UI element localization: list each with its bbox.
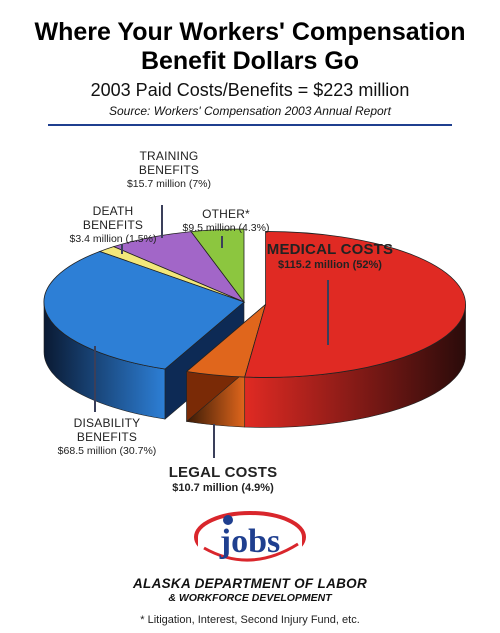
chart-source: Source: Workers' Compensation 2003 Annua… (109, 104, 391, 118)
label-disability-benefits: DISABILITY BENEFITS $68.5 million (30.7%… (32, 416, 182, 458)
jobs-logo: jobs (194, 511, 306, 565)
chart-title-line1: Where Your Workers' Compensation (34, 18, 466, 46)
pie-slice-top (190, 228, 245, 304)
org-name-line2: & WORKFORCE DEVELOPMENT (168, 592, 332, 604)
label-other: OTHER* $9.5 million (4.3%) (176, 207, 276, 235)
divider-rule (48, 124, 452, 126)
slice-name: BENEFITS (82, 218, 144, 232)
label-death-benefits: DEATH BENEFITS $3.4 million (1.5%) (58, 204, 168, 246)
slice-name: TRAINING (139, 149, 199, 163)
footnote: * Litigation, Interest, Second Injury Fu… (140, 614, 360, 626)
slice-name: BENEFITS (76, 430, 138, 444)
slice-value: $115.2 million (52%) (278, 259, 382, 271)
slice-value: $68.5 million (30.7%) (57, 445, 157, 457)
logo-swoosh-lower (203, 542, 299, 562)
logo-wordmark: jobs (219, 523, 280, 560)
label-medical-costs: MEDICAL COSTS $115.2 million (52%) (255, 241, 405, 272)
label-legal-costs: LEGAL COSTS $10.7 million (4.9%) (148, 464, 298, 495)
chart-title-line2: Benefit Dollars Go (140, 47, 360, 75)
pie-slice-top (43, 251, 245, 370)
slice-name: MEDICAL COSTS (266, 241, 394, 258)
logo-person-head-icon (223, 515, 233, 525)
label-training-benefits: TRAINING BENEFITS $15.7 million (7%) (114, 149, 224, 191)
slice-name: BENEFITS (138, 163, 200, 177)
slice-name: LEGAL COSTS (168, 464, 278, 481)
slice-name: DEATH (92, 204, 134, 218)
slice-value: $10.7 million (4.9%) (172, 482, 274, 494)
slice-value: $9.5 million (4.3%) (182, 222, 270, 234)
slice-name: OTHER* (202, 207, 250, 221)
slice-name: DISABILITY (73, 416, 141, 430)
slice-value: $15.7 million (7%) (126, 178, 212, 190)
slice-value: $3.4 million (1.5%) (69, 233, 157, 245)
org-name-line1: ALASKA DEPARTMENT OF LABOR (132, 576, 368, 591)
pie-slice-top (244, 231, 466, 378)
chart-subtitle: 2003 Paid Costs/Benefits = $223 million (90, 80, 410, 100)
